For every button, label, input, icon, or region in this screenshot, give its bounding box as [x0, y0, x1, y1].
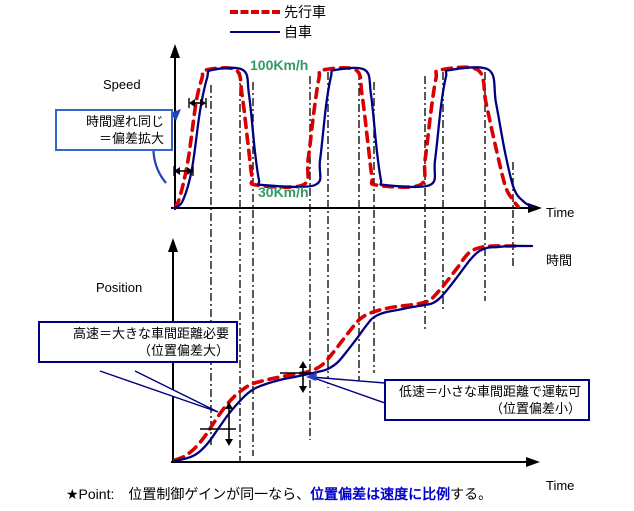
callout-time-delay-line2: ＝偏差拡大: [98, 131, 164, 146]
position-time-axis-label: Time 時間: [546, 446, 574, 511]
speed-time-axis-label-en: Time: [546, 205, 575, 220]
position-curve-own-vehicle: [173, 244, 534, 463]
speed-high-level-label: 100Km/h: [250, 57, 309, 73]
callout-high-speed: 高速＝大きな車間距離必要 （位置偏差大）: [38, 321, 238, 363]
speed-time-axis-label: Time 時間: [546, 173, 574, 301]
speed-time-axis-label-ja: 時間: [546, 253, 573, 268]
legend-item-own: 自車: [230, 22, 326, 42]
point-footnote: ★Point: 位置制御ゲインが同一なら、位置偏差は速度に比例する。: [66, 484, 492, 504]
callout-time-delay: 時間遅れ同じ ＝偏差拡大: [55, 109, 173, 151]
speed-axis-title-en: Speed: [103, 77, 141, 92]
callout-high-speed-pointer: [99, 370, 219, 413]
callout-low-speed-pointer: [310, 376, 386, 404]
deviation-marker-arrowhead: [174, 167, 180, 175]
axis-arrowhead: [526, 457, 540, 467]
deviation-marker-arrowhead: [225, 439, 233, 446]
position-curve-leading-vehicle: [173, 244, 517, 462]
axis-arrowhead: [528, 203, 542, 213]
legend: 先行車 自車: [230, 2, 326, 42]
speed-curve-leading-vehicle: [173, 65, 520, 210]
callout-low-speed: 低速＝小さな車間距離で運転可 （位置偏差小）: [384, 379, 590, 421]
axis-arrowhead: [168, 238, 178, 252]
legend-label-own: 自車: [284, 24, 312, 40]
deviation-marker-arrowhead: [225, 402, 233, 409]
leading-vehicle-dashed-line-icon: [230, 10, 280, 14]
point-footnote-highlight: 位置偏差は速度に比例: [310, 486, 451, 502]
own-vehicle-solid-line-icon: [230, 31, 280, 33]
callout-low-speed-pointer-tip: [306, 372, 317, 381]
position-axis-title-en: Position: [96, 280, 143, 295]
deviation-marker-arrowhead: [299, 361, 307, 368]
deviation-marker-arrowhead: [187, 167, 193, 175]
speed-curve-own-vehicle: [173, 66, 535, 210]
callout-high-speed-line1: 高速＝大きな車間距離必要: [72, 326, 229, 341]
position-time-axis-label-en: Time: [546, 478, 575, 493]
point-footnote-prefix: ★Point: 位置制御ゲインが同一なら、: [66, 486, 311, 502]
callout-time-delay-line1: 時間遅れ同じ: [85, 114, 164, 129]
callout-low-speed-line1: 低速＝小さな車間距離で運転可: [398, 384, 581, 399]
legend-label-leading: 先行車: [284, 4, 326, 20]
point-footnote-suffix: する。: [450, 486, 493, 502]
axis-arrowhead: [170, 44, 180, 58]
legend-item-leading: 先行車: [230, 2, 326, 22]
speed-low-level-label: 30Km/h: [258, 184, 309, 200]
deviation-marker-arrowhead: [200, 99, 206, 107]
callout-high-speed-line2: （位置偏差大）: [137, 343, 229, 358]
deviation-marker-arrowhead: [299, 386, 307, 393]
callout-low-speed-line2: （位置偏差小）: [489, 401, 581, 416]
deviation-marker-arrowhead: [189, 99, 195, 107]
